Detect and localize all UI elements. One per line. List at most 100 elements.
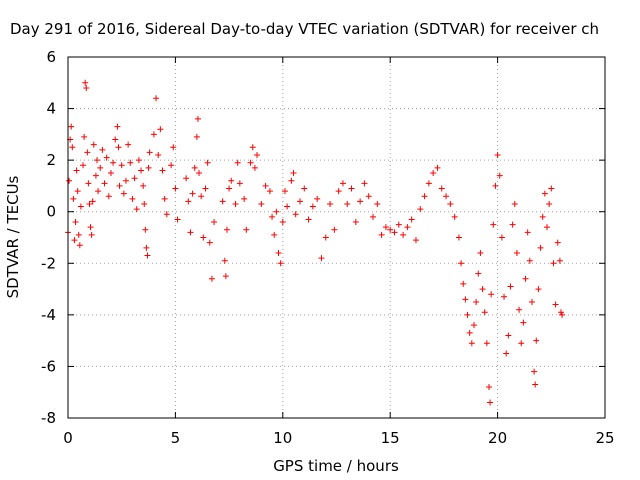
data-point [348, 185, 355, 192]
data-point [557, 309, 564, 316]
data-point [314, 195, 321, 202]
data-point [206, 239, 213, 246]
data-point [535, 286, 542, 293]
data-point [183, 175, 190, 182]
data-point [447, 200, 454, 207]
y-tick-label: -6 [41, 357, 56, 375]
data-point [81, 133, 88, 140]
data-point [73, 167, 80, 174]
data-point [365, 193, 372, 200]
data-point [292, 211, 299, 218]
data-point [150, 131, 157, 138]
data-point [524, 229, 531, 236]
data-point [473, 298, 480, 305]
data-point [532, 381, 539, 388]
data-point [107, 170, 114, 177]
data-point [88, 231, 95, 238]
data-point [200, 234, 207, 241]
data-point [97, 164, 104, 171]
data-point [443, 193, 450, 200]
data-point [172, 185, 179, 192]
chart-title: Day 291 of 2016, Sidereal Day-to-day VTE… [10, 20, 599, 38]
y-tick-label: 6 [46, 48, 56, 66]
data-point [254, 151, 261, 158]
data-point [146, 149, 153, 156]
data-point [438, 185, 445, 192]
data-point [496, 172, 503, 179]
data-point [513, 249, 520, 256]
data-point [494, 151, 501, 158]
data-point [526, 257, 533, 264]
data-point [170, 144, 177, 151]
data-point [387, 226, 394, 233]
data-point [68, 123, 75, 130]
data-point [344, 200, 351, 207]
data-point [361, 180, 368, 187]
data-point [531, 368, 538, 375]
data-point [114, 123, 121, 130]
data-point [131, 175, 138, 182]
y-tick-label: -4 [41, 306, 56, 324]
data-point [273, 208, 280, 215]
x-tick-label: 25 [595, 429, 614, 447]
data-point [161, 195, 168, 202]
data-point [434, 164, 441, 171]
y-tick-label: 2 [46, 151, 56, 169]
data-point [266, 188, 273, 195]
data-point [498, 234, 505, 241]
data-point [425, 180, 432, 187]
data-point [271, 231, 278, 238]
data-point [187, 229, 194, 236]
data-point [309, 203, 316, 210]
data-points [65, 79, 566, 406]
data-point [464, 311, 471, 318]
data-point [155, 151, 162, 158]
data-point [374, 200, 381, 207]
data-point [101, 180, 108, 187]
data-point [77, 203, 84, 210]
data-point [507, 283, 514, 290]
data-point [544, 224, 551, 231]
data-point [196, 170, 203, 177]
plot-frame [67, 56, 606, 419]
data-point [550, 260, 557, 267]
data-point [87, 224, 94, 231]
data-point [141, 200, 148, 207]
data-point [468, 340, 475, 347]
data-point [528, 298, 535, 305]
data-point [475, 270, 482, 277]
data-point [284, 203, 291, 210]
data-point [546, 200, 553, 207]
data-point [518, 340, 525, 347]
grid [68, 57, 605, 418]
data-point [275, 249, 282, 256]
data-point [226, 185, 233, 192]
data-point [331, 226, 338, 233]
data-point [511, 200, 518, 207]
data-point [400, 231, 407, 238]
data-point [503, 350, 510, 357]
data-point [105, 193, 112, 200]
data-point [110, 159, 117, 166]
data-point [168, 162, 175, 169]
data-point [82, 79, 89, 86]
data-point [135, 157, 142, 164]
data-point [537, 244, 544, 251]
data-point [339, 180, 346, 187]
data-point [163, 211, 170, 218]
data-point [125, 141, 132, 148]
data-point [378, 231, 385, 238]
data-point [481, 309, 488, 316]
data-point [70, 195, 77, 202]
data-point [66, 177, 73, 184]
data-point [72, 219, 79, 226]
data-point [194, 115, 201, 122]
x-tick-label: 15 [381, 429, 400, 447]
data-point [421, 193, 428, 200]
data-point [204, 159, 211, 166]
data-point [153, 95, 160, 102]
data-point [281, 188, 288, 195]
data-point [352, 219, 359, 226]
data-point [89, 198, 96, 205]
